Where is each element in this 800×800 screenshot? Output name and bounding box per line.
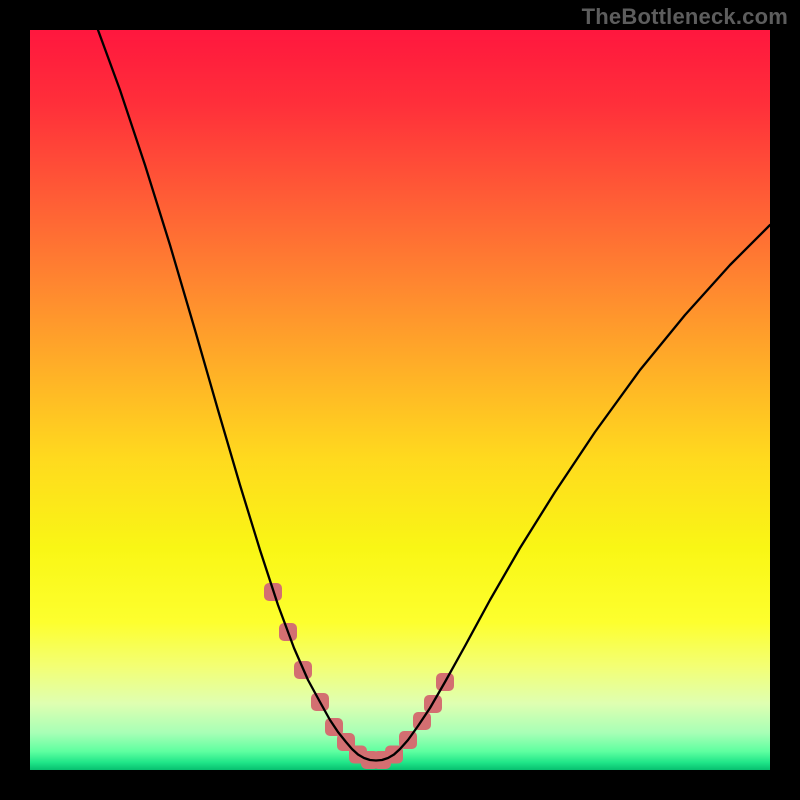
bottleneck-curve bbox=[98, 30, 770, 761]
plot-area bbox=[30, 30, 770, 770]
highlight-marker-group bbox=[264, 583, 454, 769]
watermark-text: TheBottleneck.com bbox=[582, 4, 788, 30]
chart-svg bbox=[30, 30, 770, 770]
